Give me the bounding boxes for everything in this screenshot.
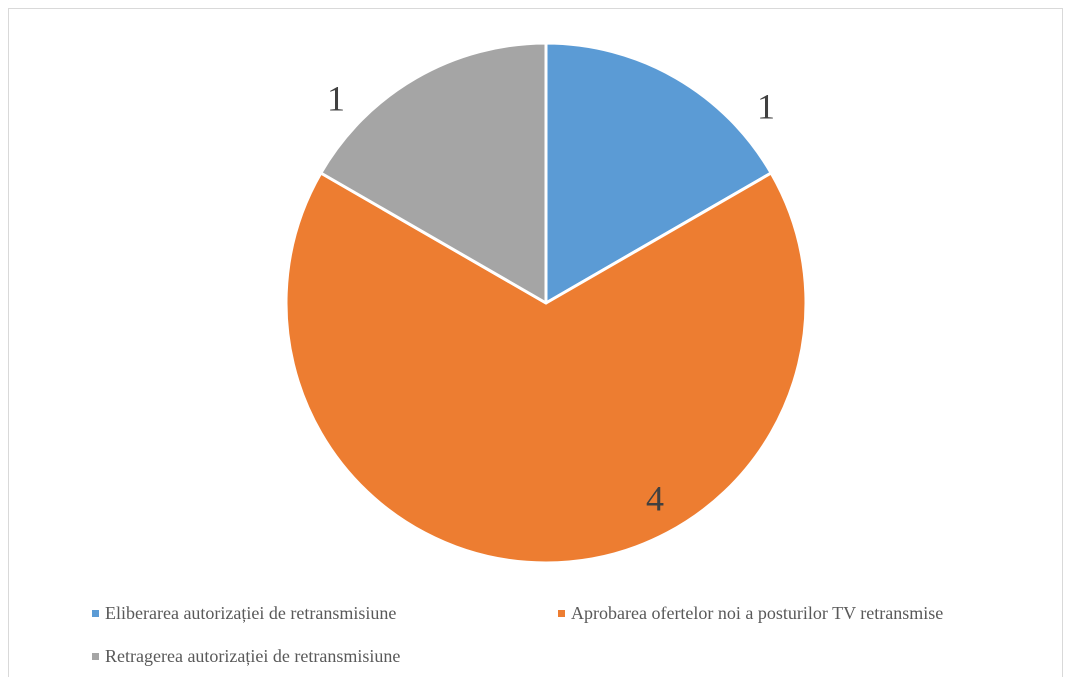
- legend-swatch-icon: [558, 610, 565, 617]
- data-labels: 1 4 1: [327, 78, 775, 518]
- pie-slices: [284, 41, 808, 565]
- legend-swatch-icon: [92, 653, 99, 660]
- legend-item-eliberarea: Eliberarea autorizației de retransmisiun…: [92, 603, 396, 624]
- pie-slice: [319, 41, 548, 305]
- legend-item-aprobarea: Aprobarea ofertelor noi a posturilor TV …: [558, 603, 943, 624]
- pie-slice: [284, 171, 808, 565]
- legend-item-retragerea: Retragerea autorizației de retransmisiun…: [92, 646, 400, 667]
- data-label: 1: [757, 86, 775, 126]
- legend-label: Retragerea autorizației de retransmisiun…: [105, 646, 401, 666]
- legend-label: Eliberarea autorizației de retransmisiun…: [105, 603, 397, 623]
- pie-slice: [544, 41, 773, 305]
- legend-swatch-icon: [92, 610, 99, 617]
- legend-label: Aprobarea ofertelor noi a posturilor TV …: [571, 603, 944, 623]
- data-label: 1: [327, 78, 345, 118]
- data-label: 4: [646, 478, 664, 518]
